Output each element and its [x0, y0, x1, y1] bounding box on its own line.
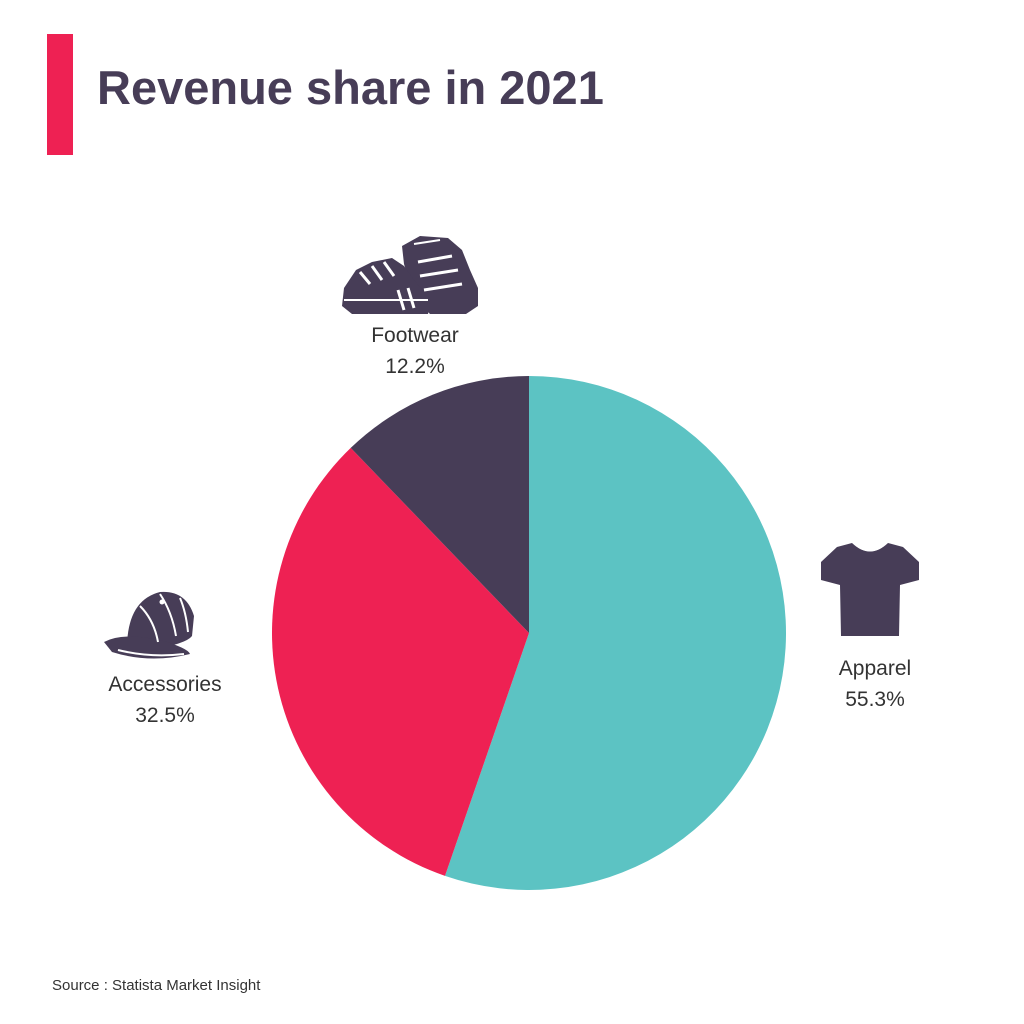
title-accent-bar [47, 34, 73, 155]
pie-slices [271, 376, 787, 890]
footwear-value: 12.2% [385, 355, 445, 378]
pie-slice-apparel [444, 376, 787, 890]
source-note: Source : Statista Market Insight [52, 977, 261, 994]
footwear-label: Footwear [371, 324, 459, 347]
t-shirt-icon [821, 543, 919, 636]
pie-slice-accessories [271, 447, 529, 876]
apparel-value: 55.3% [845, 688, 905, 711]
accessories-label: Accessories [108, 673, 221, 696]
apparel-label: Apparel [839, 657, 911, 680]
accessories-value: 32.5% [135, 704, 195, 727]
cap-icon [104, 591, 194, 659]
pie-slice-footwear [350, 376, 529, 633]
sneakers-icon [342, 236, 478, 314]
chart-title: Revenue share in 2021 [97, 61, 604, 114]
